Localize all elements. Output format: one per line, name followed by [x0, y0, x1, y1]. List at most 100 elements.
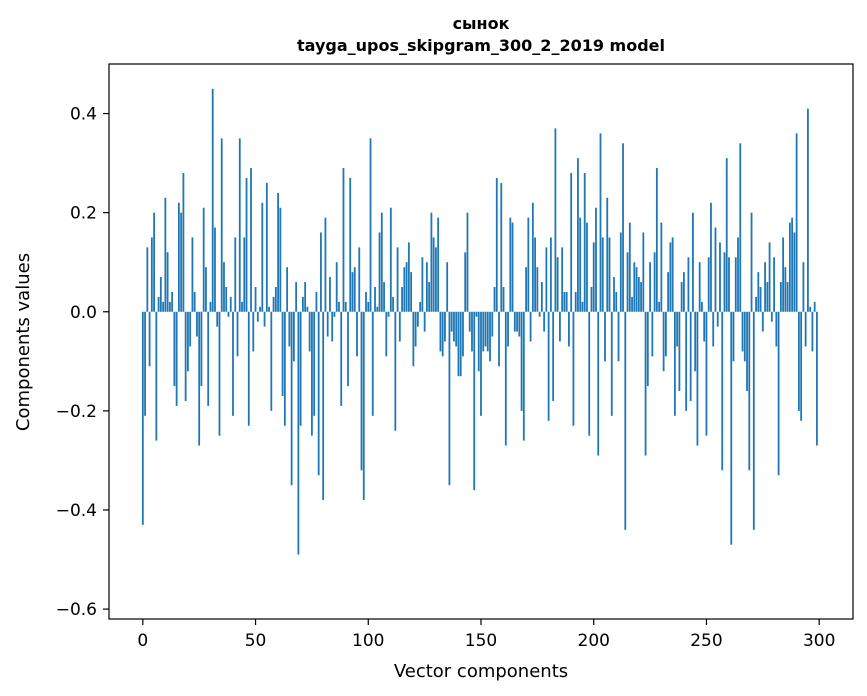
bar-142 [462, 311, 464, 357]
bar-149 [477, 311, 480, 372]
bar-26 [200, 311, 203, 387]
bar-195 [581, 301, 584, 312]
bar-14 [173, 311, 176, 387]
bar-21 [189, 311, 192, 347]
bar-6 [155, 311, 158, 441]
bar-158 [498, 311, 500, 367]
bar-166 [516, 311, 518, 332]
bar-256 [719, 242, 721, 312]
bar-188 [565, 291, 568, 312]
bar-119 [410, 272, 413, 312]
bar-210 [615, 291, 618, 312]
bar-223 [644, 311, 647, 456]
bar-66 [290, 311, 293, 486]
bar-137 [450, 311, 453, 332]
bar-76 [313, 311, 316, 416]
bar-259 [725, 158, 728, 312]
bar-159 [500, 182, 503, 312]
bar-273 [757, 272, 760, 312]
bar-148 [475, 311, 478, 317]
bar-46 [245, 177, 248, 312]
bar-294 [804, 311, 807, 347]
bars-group [141, 88, 818, 555]
y-axis-ticks: −0.6 −0.4 −0.2 0.0 0.2 0.4 [56, 105, 109, 620]
bar-126 [425, 262, 428, 312]
bar-35 [220, 138, 223, 312]
bar-283 [779, 282, 782, 312]
bar-11 [166, 252, 169, 312]
y-tick-label: 0.2 [70, 204, 97, 224]
bar-182 [552, 311, 555, 401]
bar-18 [182, 173, 185, 312]
bar-138 [453, 311, 455, 342]
bar-232 [664, 311, 667, 357]
bar-154 [489, 311, 491, 362]
bar-68 [295, 282, 298, 312]
bar-296 [809, 306, 812, 312]
bar-77 [315, 291, 318, 312]
bar-209 [613, 277, 615, 312]
bar-98 [362, 311, 365, 501]
bar-1 [144, 311, 146, 416]
bar-227 [653, 252, 656, 312]
x-tick-label: 250 [690, 631, 722, 651]
bar-3 [148, 311, 151, 367]
bar-13 [171, 291, 174, 312]
bar-100 [367, 301, 370, 312]
bar-7 [157, 296, 160, 312]
bar-116 [403, 267, 406, 312]
bar-145 [468, 311, 471, 332]
bar-104 [376, 306, 379, 312]
bar-161 [504, 311, 507, 446]
bar-155 [491, 311, 494, 337]
bar-70 [299, 311, 302, 426]
bar-218 [633, 262, 636, 312]
bar-136 [448, 311, 451, 486]
bar-139 [455, 311, 458, 347]
bar-216 [628, 222, 631, 312]
bar-187 [563, 291, 566, 312]
bar-192 [574, 291, 577, 312]
bar-181 [549, 237, 552, 312]
bar-94 [353, 267, 356, 312]
bar-43 [238, 138, 241, 312]
bar-121 [414, 311, 417, 347]
x-tick-label: 100 [352, 631, 384, 651]
bar-183 [554, 128, 557, 312]
bar-268 [746, 311, 748, 392]
bar-247 [698, 262, 701, 312]
bar-200 [592, 242, 595, 312]
bar-67 [292, 311, 295, 362]
bar-197 [586, 222, 588, 312]
bar-80 [322, 311, 325, 501]
bar-41 [234, 237, 237, 312]
y-axis-label: Components values [13, 253, 34, 431]
bar-258 [723, 252, 726, 312]
bar-177 [540, 282, 543, 312]
bar-127 [428, 282, 431, 312]
bar-194 [579, 217, 582, 312]
bar-86 [335, 262, 338, 312]
bar-74 [308, 311, 311, 352]
bar-20 [187, 311, 189, 372]
bar-39 [229, 296, 232, 312]
bar-253 [712, 311, 715, 347]
bar-239 [680, 282, 683, 312]
bar-286 [786, 282, 789, 312]
bar-44 [241, 301, 243, 312]
bar-180 [547, 311, 550, 421]
bar-110 [389, 207, 392, 312]
bar-264 [737, 237, 739, 312]
bar-141 [459, 311, 462, 377]
bar-57 [270, 311, 273, 411]
bar-108 [385, 311, 388, 357]
bar-277 [766, 282, 769, 312]
bar-257 [721, 311, 724, 471]
bar-58 [272, 296, 275, 312]
bar-265 [739, 143, 742, 312]
bar-267 [743, 311, 746, 362]
bar-106 [380, 212, 383, 312]
bar-252 [710, 202, 712, 312]
bar-184 [556, 257, 559, 312]
